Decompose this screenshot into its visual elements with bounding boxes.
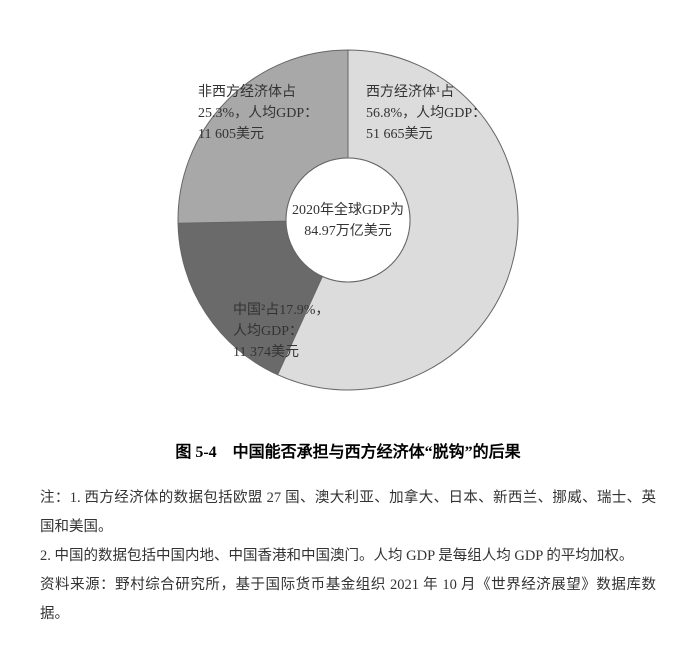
- label-west-l2: 56.8%，人均GDP：: [366, 106, 486, 121]
- center-label: 2020年全球GDP为 84.97万亿美元: [283, 200, 413, 242]
- center-l2: 84.97万亿美元: [304, 224, 392, 239]
- label-nonwest: 非西方经济体占 25.3%，人均GDP： 11 605美元: [198, 82, 318, 145]
- label-nonwest-l1: 非西方经济体占: [198, 85, 296, 100]
- label-west-l1: 西方经济体¹占: [366, 85, 454, 100]
- figure-caption: 图 5-4 中国能否承担与西方经济体“脱钩”的后果: [40, 438, 656, 462]
- note-2: 2. 中国的数据包括中国内地、中国香港和中国澳门。人均 GDP 是每组人均 GD…: [40, 542, 656, 571]
- label-west: 西方经济体¹占 56.8%，人均GDP： 51 665美元: [366, 82, 486, 145]
- page-root: 西方经济体¹占 56.8%，人均GDP： 51 665美元 中国²占17.9%，…: [0, 0, 696, 659]
- label-china-l1: 中国²占17.9%，: [233, 303, 329, 318]
- label-china: 中国²占17.9%， 人均GDP： 11 374美元: [233, 300, 329, 363]
- label-nonwest-l3: 11 605美元: [198, 127, 264, 142]
- note-source: 资料来源：野村综合研究所，基于国际货币基金组织 2021 年 10 月《世界经济…: [40, 571, 656, 629]
- label-china-l3: 11 374美元: [233, 345, 299, 360]
- note-1: 注：1. 西方经济体的数据包括欧盟 27 国、澳大利亚、加拿大、日本、新西兰、挪…: [40, 484, 656, 542]
- center-l1: 2020年全球GDP为: [292, 203, 404, 218]
- label-west-l3: 51 665美元: [366, 127, 433, 142]
- pie-chart: 西方经济体¹占 56.8%，人均GDP： 51 665美元 中国²占17.9%，…: [128, 20, 568, 420]
- label-nonwest-l2: 25.3%，人均GDP：: [198, 106, 318, 121]
- label-china-l2: 人均GDP：: [233, 324, 303, 339]
- notes-block: 注：1. 西方经济体的数据包括欧盟 27 国、澳大利亚、加拿大、日本、新西兰、挪…: [40, 484, 656, 629]
